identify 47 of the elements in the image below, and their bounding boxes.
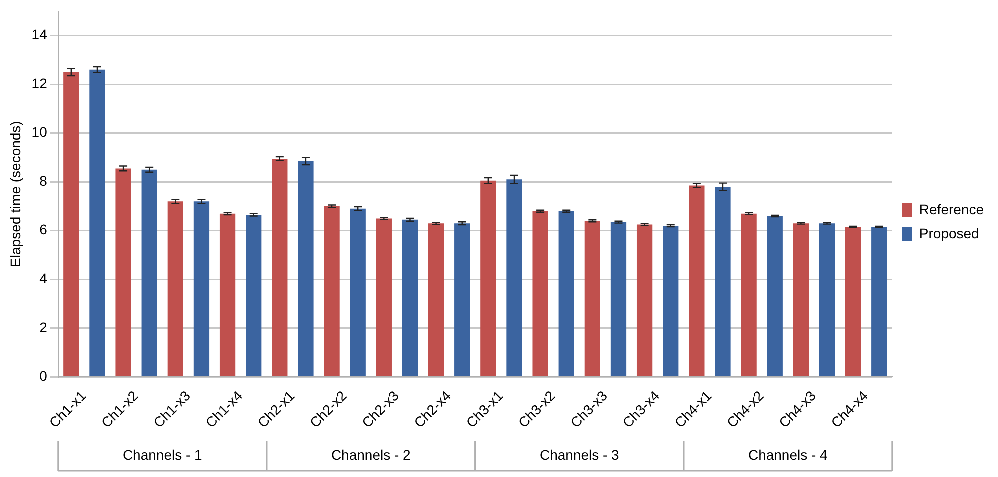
text: Channels - 1 [122, 446, 203, 463]
bar [636, 224, 653, 376]
y-tick-label: 10 [32, 124, 48, 140]
bar [324, 206, 340, 376]
y-tick-label: 8 [40, 172, 48, 189]
y-tick-label: 0 [40, 368, 48, 384]
bar [116, 168, 132, 376]
y-tick-label: 4 [40, 270, 48, 287]
bar [741, 214, 757, 376]
bar [298, 161, 314, 376]
bar [767, 216, 783, 376]
y-tick-label: 6 [40, 222, 48, 238]
bar [402, 220, 418, 376]
y-axis-title: Elapsed time (seconds) [7, 121, 24, 268]
bar [350, 208, 366, 376]
bar [454, 224, 470, 376]
bar [845, 227, 862, 376]
bar [558, 211, 574, 376]
bar [689, 186, 705, 376]
bar [220, 214, 236, 376]
legend-label: Reference [919, 201, 984, 218]
legend-label: Proposed [919, 225, 980, 242]
bar [584, 221, 600, 376]
bar [246, 215, 262, 376]
y-tick-label: 14 [32, 26, 48, 43]
bar [64, 72, 80, 376]
text: Channels - 2 [331, 446, 412, 463]
bar [793, 224, 810, 376]
bar [194, 202, 210, 376]
bar [272, 158, 288, 376]
bar [532, 211, 548, 376]
bar [610, 222, 627, 376]
y-tick-label: 12 [32, 75, 48, 92]
text: Channels - 3 [540, 446, 620, 463]
bar [506, 180, 522, 376]
y-tick-label: 2 [40, 319, 48, 336]
bar [90, 70, 106, 376]
bar [168, 202, 184, 376]
bar [715, 186, 731, 376]
bar [663, 226, 679, 376]
bar [376, 218, 392, 376]
bar [819, 224, 836, 376]
bar [480, 180, 496, 376]
bar [872, 227, 888, 376]
bar [428, 224, 444, 376]
text: Channels - 4 [748, 446, 828, 463]
bar [142, 170, 158, 376]
